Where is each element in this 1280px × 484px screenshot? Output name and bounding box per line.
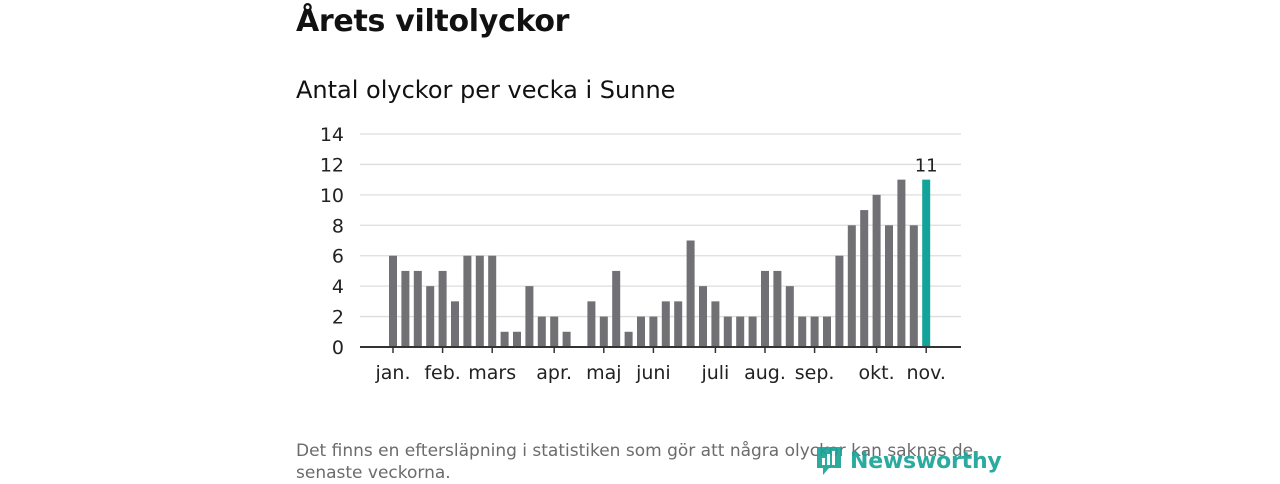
bar <box>909 225 918 347</box>
x-tick-label: feb. <box>424 362 460 384</box>
bar-chart: 0 2 4 6 8 10 12 14 jan. feb. mars apr. maj juni juli a… <box>320 124 961 384</box>
bar <box>475 255 484 347</box>
bar <box>513 331 521 347</box>
bar-highlight <box>922 179 931 347</box>
bar <box>860 210 869 347</box>
bar <box>661 301 670 347</box>
bar <box>785 286 794 347</box>
data-labels: 11 <box>915 156 938 177</box>
bar <box>500 331 509 347</box>
bar <box>773 270 782 347</box>
x-tick-label: sep. <box>795 362 835 384</box>
bar <box>649 316 658 347</box>
x-tick-label: mars <box>468 362 516 384</box>
bar <box>426 286 435 347</box>
bar <box>525 286 534 347</box>
chart-subtitle: Antal olyckor per vecka i Sunne <box>296 76 676 104</box>
bar <box>810 316 819 347</box>
chart-title: Årets viltolyckor <box>296 4 570 39</box>
bar <box>761 270 769 347</box>
bar <box>823 316 831 347</box>
bar <box>599 316 608 347</box>
bar <box>550 316 559 347</box>
bar <box>885 225 893 347</box>
bar <box>401 270 410 347</box>
y-axis-ticks: 0 2 4 6 8 10 12 14 <box>320 124 344 359</box>
footnote: Det finns en eftersläpning i statistiken… <box>296 441 974 483</box>
gridlines <box>360 133 961 318</box>
newsworthy-logo: Newsworthy <box>814 444 1002 478</box>
x-tick-label: jan. <box>374 362 410 384</box>
x-tick-label: okt. <box>859 362 895 384</box>
bar <box>413 270 422 347</box>
bar <box>389 255 397 347</box>
bar <box>488 255 497 347</box>
bar <box>612 270 621 347</box>
bar <box>438 270 447 347</box>
bar <box>587 301 596 347</box>
x-tick-label: nov. <box>906 362 945 384</box>
x-tick-label: apr. <box>536 362 572 384</box>
y-tick-label: 12 <box>320 154 344 176</box>
y-tick-label: 4 <box>332 276 344 298</box>
bar <box>674 301 683 347</box>
bar <box>451 301 459 347</box>
y-tick-label: 0 <box>332 337 344 359</box>
data-label-highlight: 11 <box>915 156 938 177</box>
bar <box>711 301 720 347</box>
bar <box>699 286 707 347</box>
newsworthy-logo-icon <box>817 447 841 475</box>
y-tick-label: 8 <box>332 215 344 237</box>
bar <box>537 316 546 347</box>
bar <box>835 255 844 347</box>
bar <box>736 316 745 347</box>
bar <box>798 316 807 347</box>
x-tick-label: juli <box>700 362 729 384</box>
bars <box>389 179 931 347</box>
y-tick-label: 14 <box>320 124 344 146</box>
x-tick-label: aug. <box>744 362 786 384</box>
y-tick-label: 2 <box>332 307 344 329</box>
bar <box>463 255 472 347</box>
bar <box>847 225 856 347</box>
brand-name: Newsworthy <box>850 448 1002 474</box>
x-tick-label: maj <box>586 362 621 384</box>
bar <box>872 194 881 347</box>
y-tick-label: 10 <box>320 185 344 207</box>
y-tick-label: 6 <box>332 246 344 268</box>
bar <box>624 331 633 347</box>
bar <box>748 316 757 347</box>
x-axis-month-labels: jan. feb. mars apr. maj juni juli aug. sep. okt. n… <box>374 347 946 384</box>
bar <box>686 240 695 347</box>
bar <box>897 179 906 347</box>
bar <box>562 331 571 347</box>
bar <box>723 316 732 347</box>
x-tick-label: juni <box>635 362 671 384</box>
bar <box>637 316 645 347</box>
